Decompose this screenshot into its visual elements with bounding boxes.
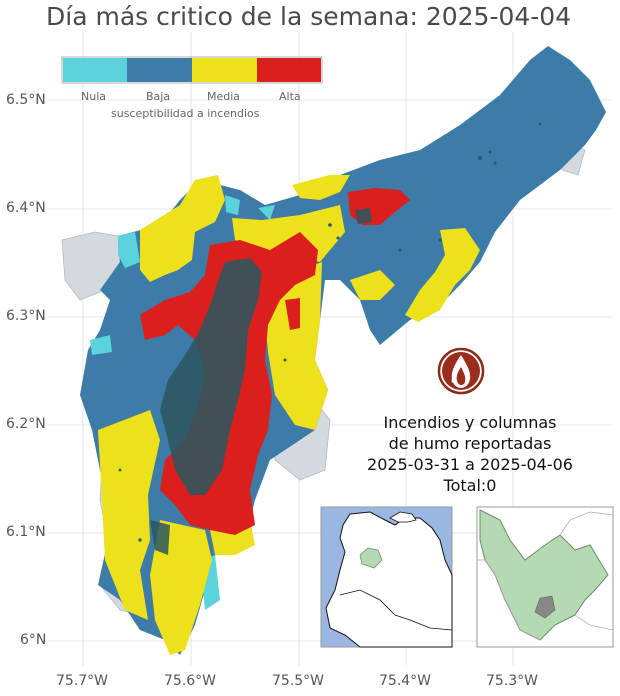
legend-label-media: Media	[207, 90, 241, 103]
fire-report-line2: de humo reportadas	[388, 434, 552, 453]
x-tick-75-5: 75.5°W	[272, 673, 325, 689]
fire-report-total: Total:0	[443, 476, 497, 495]
y-tick-6-1: 6.1°N	[6, 524, 46, 540]
y-tick-6-4: 6.4°N	[6, 200, 46, 216]
x-tick-75-4: 75.4°W	[379, 673, 432, 689]
legend-label-baja: Baja	[146, 90, 171, 103]
x-tick-75-3: 75.3°W	[486, 673, 539, 689]
texture-dots	[118, 122, 542, 542]
legend-swatch-baja	[127, 58, 192, 82]
inset-country-map	[320, 506, 453, 648]
fire-report-panel: Incendios y columnas de humo reportadas …	[340, 412, 600, 496]
region-dense-area	[150, 208, 372, 555]
y-tick-6-3: 6.3°N	[6, 308, 46, 324]
legend-swatch-alta	[257, 58, 321, 82]
legend-label-nula: Nula	[81, 90, 106, 103]
fire-report-line1: Incendios y columnas	[383, 413, 557, 432]
fire-badge	[437, 347, 485, 395]
legend-label-alta: Alta	[279, 90, 301, 103]
y-tick-6-5: 6.5°N	[6, 92, 46, 108]
susceptibility-map	[80, 46, 606, 655]
map-title: Día más critico de la semana: 2025-04-04	[46, 2, 572, 31]
y-tick-6-2: 6.2°N	[6, 416, 46, 432]
y-tick-6-0: 6°N	[20, 632, 47, 648]
legend-colorbar	[61, 56, 323, 84]
x-tick-75-7: 75.7°W	[56, 673, 109, 689]
x-tick-75-6: 75.6°W	[164, 673, 217, 689]
legend-swatch-media	[192, 58, 257, 82]
legend-title: susceptibilidad a incendios	[111, 107, 260, 120]
inset-department-map	[476, 506, 614, 648]
fire-icon	[451, 355, 471, 388]
fire-report-daterange: 2025-03-31 a 2025-04-06	[367, 455, 573, 474]
legend-swatch-nula	[63, 58, 127, 82]
